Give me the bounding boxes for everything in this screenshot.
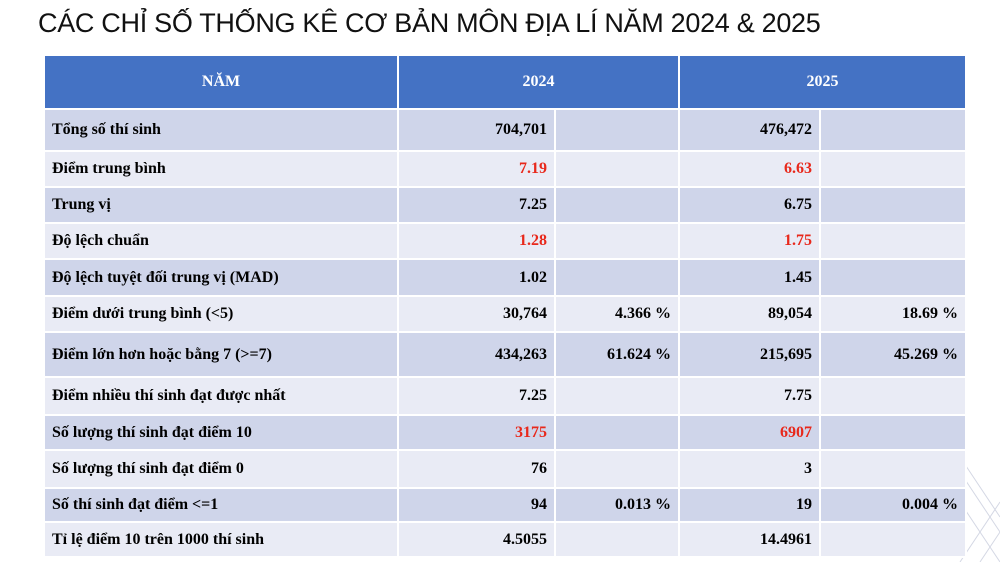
table-row: Điểm lớn hơn hoặc bằng 7 (>=7) 434,263 61.…: [43, 331, 967, 378]
percent-2024: 4.366 %: [554, 295, 680, 333]
percent-2025: [819, 186, 967, 224]
table-row: Tổng số thí sinh 704,701 476,472: [43, 108, 967, 152]
row-label: Số lượng thí sinh đạt điểm 0: [43, 449, 399, 489]
value-2024: 4.5055: [397, 521, 556, 558]
table-row: Số lượng thí sinh đạt điểm 10 3175 6907: [43, 414, 967, 451]
table-row: Độ lệch tuyệt đối trung vị (MAD) 1.02 1.45: [43, 258, 967, 297]
percent-2025: [819, 108, 967, 152]
table-row: Trung vị 7.25 6.75: [43, 186, 967, 224]
table-row: Số thí sinh đạt điểm <=1 94 0.013 % 19 0.004…: [43, 487, 967, 523]
percent-2024: 61.624 %: [554, 331, 680, 378]
value-2025: 89,054: [678, 295, 821, 333]
percent-2025: 45.269 %: [819, 331, 967, 378]
percent-2024: [554, 150, 680, 188]
value-2024: 94: [397, 487, 556, 523]
value-2025: 19: [678, 487, 821, 523]
row-label: Điểm dưới trung bình (<5): [43, 295, 399, 333]
row-label: Số lượng thí sinh đạt điểm 10: [43, 414, 399, 451]
value-2024: 434,263: [397, 331, 556, 378]
table-row: Điểm dưới trung bình (<5) 30,764 4.366 % 89…: [43, 295, 967, 333]
percent-2024: [554, 222, 680, 260]
percent-2024: 0.013 %: [554, 487, 680, 523]
value-2025: 215,695: [678, 331, 821, 378]
row-label: Tổng số thí sinh: [43, 108, 399, 152]
row-label: Số thí sinh đạt điểm <=1: [43, 487, 399, 523]
percent-2025: [819, 222, 967, 260]
value-2025: 1.75: [678, 222, 821, 260]
header-row: NĂM 2024 2025: [43, 54, 967, 110]
percent-2025: [819, 521, 967, 558]
row-label: Trung vị: [43, 186, 399, 224]
percent-2024: [554, 186, 680, 224]
table-body: Tổng số thí sinh 704,701 476,472 Điểm trung…: [43, 108, 967, 558]
value-2024: 30,764: [397, 295, 556, 333]
percent-2025: [819, 414, 967, 451]
percent-2025: [819, 376, 967, 416]
table-row: Tỉ lệ điểm 10 trên 1000 thí sinh 4.5055 14…: [43, 521, 967, 558]
header-2024: 2024: [397, 54, 680, 110]
percent-2025: [819, 449, 967, 489]
value-2024: 1.28: [397, 222, 556, 260]
percent-2024: [554, 376, 680, 416]
value-2024: 3175: [397, 414, 556, 451]
value-2024: 704,701: [397, 108, 556, 152]
row-label: Độ lệch tuyệt đối trung vị (MAD): [43, 258, 399, 297]
value-2024: 7.19: [397, 150, 556, 188]
percent-2025: [819, 258, 967, 297]
header-year: NĂM: [43, 54, 399, 110]
row-label: Tỉ lệ điểm 10 trên 1000 thí sinh: [43, 521, 399, 558]
table-row: Điểm trung bình 7.19 6.63: [43, 150, 967, 188]
page-title: CÁC CHỈ SỐ THỐNG KÊ CƠ BẢN MÔN ĐỊA LÍ NĂ…: [38, 8, 821, 38]
value-2025: 6907: [678, 414, 821, 451]
percent-2025: 18.69 %: [819, 295, 967, 333]
row-label: Điểm nhiều thí sinh đạt được nhất: [43, 376, 399, 416]
header-2025: 2025: [678, 54, 967, 110]
value-2024: 7.25: [397, 186, 556, 224]
value-2025: 6.75: [678, 186, 821, 224]
percent-2024: [554, 449, 680, 489]
value-2025: 7.75: [678, 376, 821, 416]
table-row: Điểm nhiều thí sinh đạt được nhất 7.25 7.7…: [43, 376, 967, 416]
value-2025: 3: [678, 449, 821, 489]
percent-2024: [554, 521, 680, 558]
percent-2024: [554, 414, 680, 451]
percent-2024: [554, 108, 680, 152]
value-2024: 76: [397, 449, 556, 489]
table-row: Số lượng thí sinh đạt điểm 0 76 3: [43, 449, 967, 489]
value-2025: 1.45: [678, 258, 821, 297]
row-label: Điểm lớn hơn hoặc bằng 7 (>=7): [43, 331, 399, 378]
row-label: Độ lệch chuẩn: [43, 222, 399, 260]
value-2025: 476,472: [678, 108, 821, 152]
percent-2025: [819, 150, 967, 188]
value-2025: 6.63: [678, 150, 821, 188]
value-2024: 1.02: [397, 258, 556, 297]
value-2025: 14.4961: [678, 521, 821, 558]
statistics-table: NĂM 2024 2025 Tổng số thí sinh 704,701 476…: [43, 54, 967, 558]
value-2024: 7.25: [397, 376, 556, 416]
table-row: Độ lệch chuẩn 1.28 1.75: [43, 222, 967, 260]
row-label: Điểm trung bình: [43, 150, 399, 188]
percent-2024: [554, 258, 680, 297]
percent-2025: 0.004 %: [819, 487, 967, 523]
